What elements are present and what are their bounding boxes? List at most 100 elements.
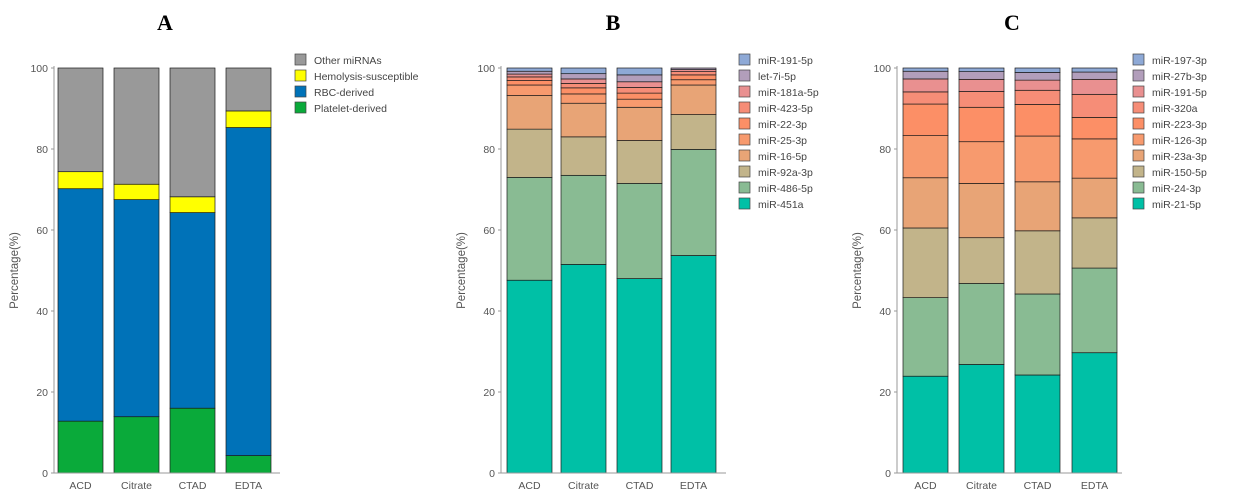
- legend-label: Platelet-derived: [314, 103, 387, 115]
- bar-segment: [958, 67, 1005, 72]
- legend-label: miR-24-3p: [1152, 183, 1201, 195]
- x-tick-label: EDTA: [1081, 480, 1108, 492]
- bar-segment: [506, 279, 553, 474]
- legend-label: miR-23a-3p: [1152, 151, 1207, 163]
- legend-label: miR-423-5p: [758, 103, 813, 115]
- bar-segment: [560, 87, 607, 95]
- y-tick-label: 80: [36, 144, 48, 156]
- bar-segment: [902, 375, 949, 474]
- legend-label: miR-191-5p: [1152, 87, 1207, 99]
- legend-swatch: [738, 69, 751, 82]
- x-tick-label: ACD: [69, 480, 92, 492]
- bar-segment: [113, 183, 160, 200]
- bar-segment: [670, 74, 717, 81]
- bar-segment: [670, 67, 717, 70]
- bar-segment: [113, 67, 160, 185]
- bar-segment: [902, 177, 949, 229]
- legend-swatch: [738, 149, 751, 162]
- bar-segment: [958, 91, 1005, 108]
- legend-swatch: [738, 85, 751, 98]
- legend-swatch: [1132, 101, 1145, 114]
- legend-swatch: [738, 165, 751, 178]
- bar-segment: [958, 78, 1005, 92]
- bar-segment: [506, 76, 553, 81]
- bar-segment: [1071, 177, 1118, 219]
- legend-label: Other miRNAs: [314, 55, 382, 67]
- bar-segment: [902, 91, 949, 105]
- legend-label: miR-486-5p: [758, 183, 813, 195]
- bar-segment: [902, 70, 949, 80]
- bar-segment: [670, 149, 717, 256]
- bar-segment: [902, 78, 949, 93]
- bar-segment: [670, 255, 717, 474]
- bar-segment: [616, 92, 663, 100]
- y-axis-label: Percentage(%): [852, 232, 864, 309]
- bar-segment: [1014, 72, 1061, 81]
- bar-segment: [958, 283, 1005, 365]
- y-tick-label: 60: [879, 225, 891, 237]
- y-tick-label: 40: [879, 306, 891, 318]
- bar-segment: [506, 73, 553, 78]
- bar-segment: [616, 106, 663, 141]
- bar-segment: [560, 78, 607, 84]
- legend-label: Hemolysis-susceptible: [314, 71, 419, 83]
- legend-swatch: [738, 133, 751, 146]
- bar-segment: [169, 196, 216, 213]
- bar-segment: [225, 67, 272, 112]
- bar-segment: [169, 407, 216, 474]
- legend-swatch: [738, 197, 751, 210]
- legend-label: miR-150-5p: [1152, 167, 1207, 179]
- bar-segment: [958, 71, 1005, 80]
- y-tick-label: 60: [36, 225, 48, 237]
- legend-swatch: [1132, 117, 1145, 130]
- legend-label: miR-197-3p: [1152, 55, 1207, 67]
- x-tick-label: Citrate: [568, 480, 599, 492]
- bar-segment: [1014, 104, 1061, 137]
- legend-swatch: [738, 181, 751, 194]
- legend-label: miR-92a-3p: [758, 167, 813, 179]
- y-tick-label: 0: [489, 468, 495, 480]
- bar-segment: [1071, 138, 1118, 179]
- bar-segment: [902, 103, 949, 136]
- bar-segment: [1014, 89, 1061, 105]
- legend-swatch: [1132, 181, 1145, 194]
- legend-label: miR-191-5p: [758, 55, 813, 67]
- bar-segment: [506, 70, 553, 75]
- y-tick-label: 20: [879, 387, 891, 399]
- y-tick-label: 0: [42, 468, 48, 480]
- bar-segment: [506, 84, 553, 96]
- bar-segment: [57, 67, 104, 173]
- bar-segment: [169, 212, 216, 409]
- bar-segment: [57, 188, 104, 422]
- y-tick-label: 0: [885, 468, 891, 480]
- panel-letter-c: C: [1004, 10, 1020, 35]
- bar-segment: [225, 110, 272, 128]
- y-tick-label: 100: [873, 63, 891, 75]
- bar-segment: [616, 81, 663, 88]
- legend-label: miR-25-3p: [758, 135, 807, 147]
- bar-segment: [506, 128, 553, 178]
- bar-segment: [902, 67, 949, 72]
- y-tick-label: 40: [36, 306, 48, 318]
- chart-a: 0 20 40 60 80 100 Percentage(%) ACD Citrate CTAD E…: [9, 53, 419, 492]
- bar-segment: [506, 95, 553, 130]
- y-tick-label: 100: [477, 63, 495, 75]
- bar-segment: [958, 237, 1005, 284]
- bar-segment: [1071, 71, 1118, 80]
- y-axis-label: Percentage(%): [9, 232, 21, 309]
- legend-swatch: [738, 101, 751, 114]
- x-tick-label: CTAD: [1024, 480, 1052, 492]
- legend-label: miR-22-3p: [758, 119, 807, 131]
- legend-swatch: [1132, 149, 1145, 162]
- legend-label: miR-451a: [758, 199, 804, 211]
- bar-segment: [560, 93, 607, 104]
- legend-label: miR-223-3p: [1152, 119, 1207, 131]
- y-tick-label: 40: [483, 306, 495, 318]
- chart-b: 0 20 40 60 80 100 Percentage(%) ACD Citrate CTAD E…: [456, 53, 819, 492]
- legend-swatch: [1132, 197, 1145, 210]
- bar-segment: [616, 140, 663, 184]
- bar-segment: [670, 84, 717, 115]
- legend-swatch: [738, 117, 751, 130]
- x-tick-label: ACD: [518, 480, 541, 492]
